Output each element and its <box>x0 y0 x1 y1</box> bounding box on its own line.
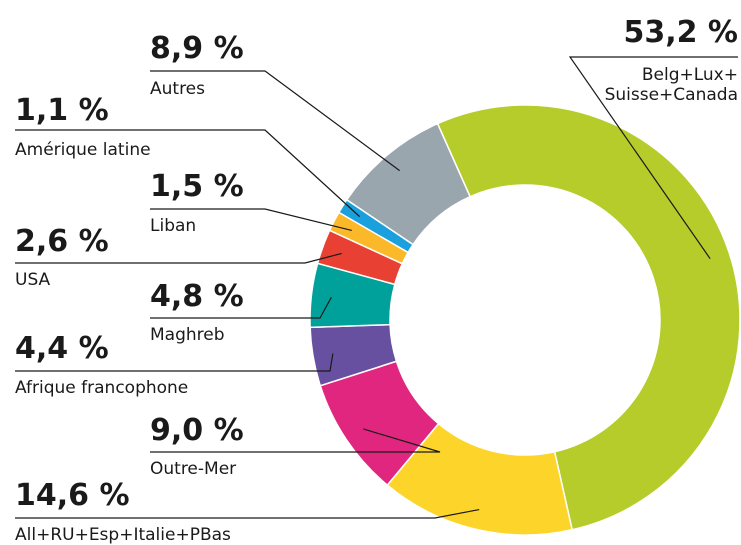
value-label: 2,6 % <box>15 224 109 259</box>
category-label-line: Amérique latine <box>15 140 151 160</box>
category-label: Outre-Mer <box>150 459 236 479</box>
value-label: 9,0 % <box>150 413 244 448</box>
leader-line <box>150 297 332 319</box>
category-label: Afrique francophone <box>15 378 188 398</box>
leader-line <box>568 56 738 259</box>
value-label: 4,4 % <box>15 331 109 366</box>
leader-line <box>150 208 352 232</box>
category-label: Belg+Lux+ Suisse+Canada <box>605 65 738 105</box>
category-label: Autres <box>150 79 205 99</box>
category-label-line: Belg+Lux+ <box>642 65 738 85</box>
category-label-line: Maghreb <box>150 325 225 345</box>
donut-segment <box>436 104 741 531</box>
category-label-line: All+RU+Esp+Italie+PBas <box>15 525 231 545</box>
leader-line <box>150 70 401 172</box>
value-label: 4,8 % <box>150 279 244 314</box>
value-label: 1,1 % <box>15 93 109 128</box>
category-label-line: Suisse+Canada <box>605 85 738 105</box>
leader-line <box>15 252 342 264</box>
category-label-line: Liban <box>150 216 196 236</box>
category-label: All+RU+Esp+Italie+PBas <box>15 525 231 545</box>
category-label-line: Afrique francophone <box>15 378 188 398</box>
value-label: 1,5 % <box>150 169 244 204</box>
value-label: 14,6 % <box>15 478 130 513</box>
leader-line <box>15 129 361 218</box>
category-label: USA <box>15 270 51 290</box>
category-label-line: USA <box>15 270 51 290</box>
value-label: 53,2 % <box>623 15 738 50</box>
leader-line <box>150 428 441 453</box>
category-label-line: Autres <box>150 79 205 99</box>
value-label: 8,9 % <box>150 31 244 66</box>
donut-segment <box>345 122 472 246</box>
category-label-line: Outre-Mer <box>150 459 236 479</box>
leader-line <box>15 508 480 519</box>
category-label: Liban <box>150 216 196 236</box>
leader-line <box>15 353 334 372</box>
category-label: Maghreb <box>150 325 225 345</box>
category-label: Amérique latine <box>15 140 151 160</box>
